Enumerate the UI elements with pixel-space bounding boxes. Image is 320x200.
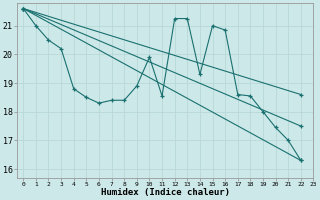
X-axis label: Humidex (Indice chaleur): Humidex (Indice chaleur)	[101, 188, 230, 197]
